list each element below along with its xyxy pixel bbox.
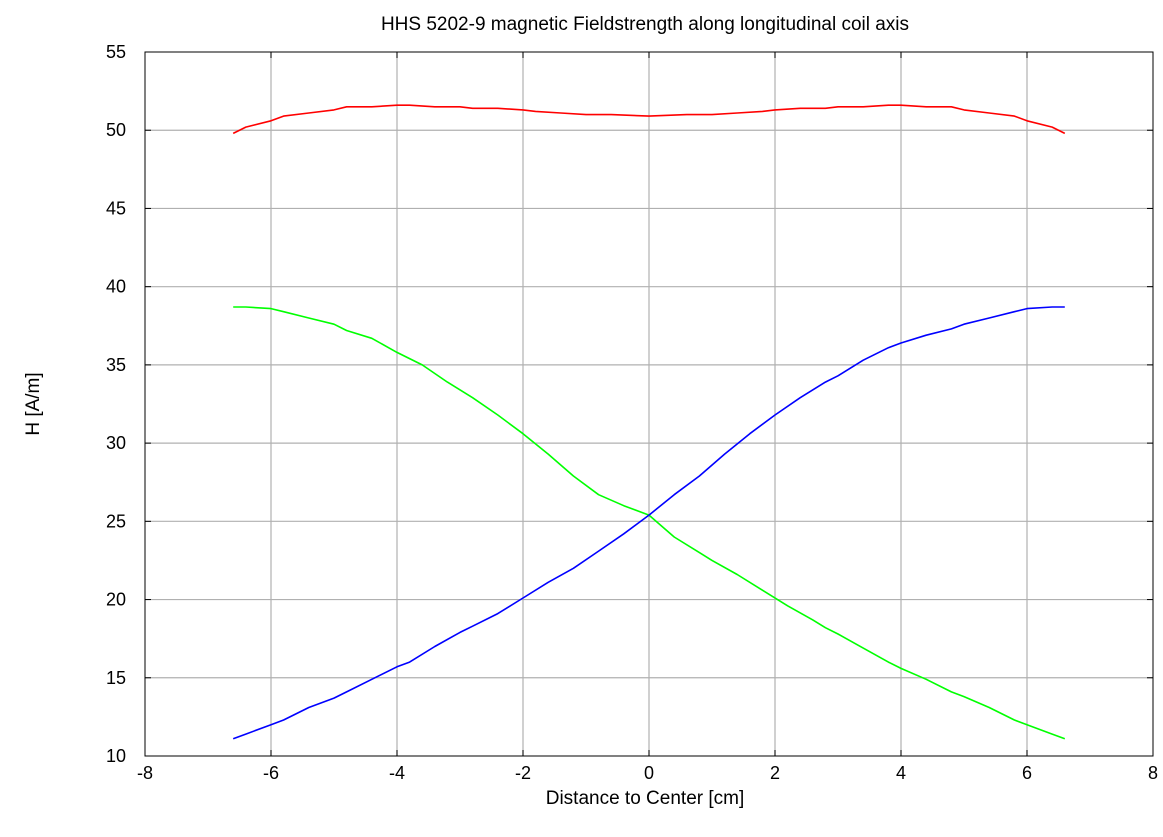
- series-line-3: [232, 306, 1065, 740]
- y-tick-label: 30: [106, 433, 126, 453]
- x-tick-label: 0: [644, 763, 654, 783]
- y-tick-label: 10: [106, 746, 126, 766]
- x-axis-label: Distance to Center [cm]: [546, 788, 745, 809]
- x-tick-label: -8: [137, 763, 153, 783]
- y-tick-label: 45: [106, 198, 126, 218]
- x-tick-label: -6: [263, 763, 279, 783]
- x-tick-label: 6: [1022, 763, 1032, 783]
- grid: [145, 52, 1153, 756]
- x-tick-label: 8: [1148, 763, 1158, 783]
- y-tick-label: 50: [106, 120, 126, 140]
- y-tick-label: 25: [106, 511, 126, 531]
- y-axis-label: H [A/m]: [23, 372, 44, 435]
- x-tick-label: 2: [770, 763, 780, 783]
- x-tick-labels: -8 -6 -4 -2 0 2 4 6 8: [137, 763, 1158, 783]
- ticks: [144, 51, 1154, 757]
- x-tick-label: -2: [515, 763, 531, 783]
- y-tick-label: 20: [106, 590, 126, 610]
- y-tick-label: 15: [106, 668, 126, 688]
- chart-title: HHS 5202-9 magnetic Fieldstrength along …: [381, 14, 909, 35]
- series-group: [232, 104, 1066, 740]
- y-tick-label: 55: [106, 42, 126, 62]
- series-line-1: [232, 104, 1066, 135]
- series-line-2: [233, 306, 1066, 740]
- x-tick-label: 4: [896, 763, 906, 783]
- y-tick-label: 35: [106, 355, 126, 375]
- y-tick-label: 40: [106, 277, 126, 297]
- x-tick-label: -4: [389, 763, 405, 783]
- y-tick-labels: 10 15 20 25 30 35 40 45 50 55: [106, 42, 126, 766]
